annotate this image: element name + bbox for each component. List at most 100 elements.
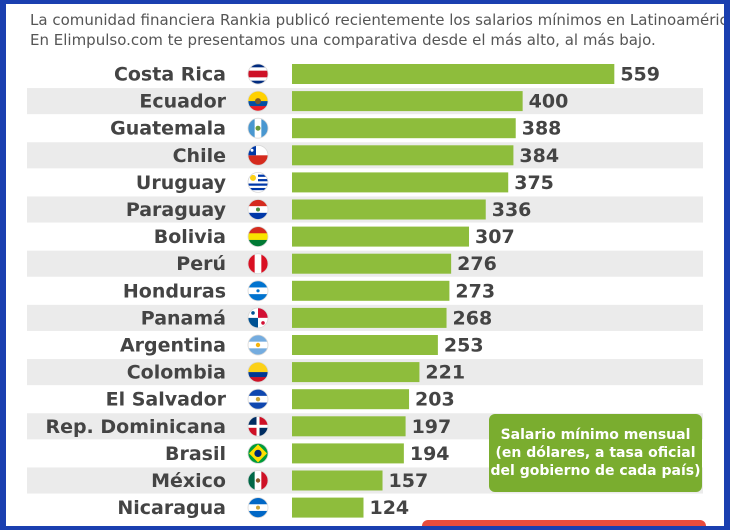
flag-star [261,321,265,325]
chart-row: Uruguay 375 [136,172,554,194]
data-label: 388 [522,118,562,140]
mexico-flag-icon [248,470,268,491]
flag-band [261,253,268,274]
flag-emblem [256,505,260,510]
flag-band [248,80,268,84]
bar [292,416,406,437]
flag-band [248,67,268,71]
flag-star [256,289,260,293]
nicaragua-flag-icon [248,497,268,518]
data-label: 276 [457,253,497,275]
category-label: Ecuador [139,91,226,113]
bolivia-flag-icon [248,226,268,247]
flag-band [248,77,268,81]
data-label: 253 [444,335,484,357]
flag-ring [247,388,269,410]
data-label: 273 [455,280,495,302]
flag-emblem [255,478,261,483]
intro-text: La comunidad financiera Rankia publicó r… [30,10,724,50]
flag-quarter [258,426,268,437]
flag-quarter [258,307,268,318]
flag-band [248,64,268,68]
bar [292,389,410,410]
flag-cross [248,424,268,428]
flag-band [248,362,268,373]
flag-emblem [255,98,261,105]
legend-note: Salario mínimo mensual (en dólares, a ta… [489,414,702,492]
chile-flag-icon [248,145,268,166]
bottom-accent-bar [422,520,706,526]
dominican-republic-flag-icon [248,416,268,437]
chart-row: El Salvador 203 [106,389,455,411]
chart-row: Nicaragua 124 [117,497,409,519]
category-label: Guatemala [110,118,226,140]
flag-band [248,70,268,78]
flag-band [248,377,268,383]
flag-band [261,470,268,491]
flag-band [248,470,255,491]
flag-band [248,226,268,234]
flag-band [248,187,268,191]
intro-line-2: En Elimpulso.com te presentamos una comp… [30,31,656,49]
flag-ring [247,442,269,464]
data-label: 268 [453,307,493,329]
category-label: Nicaragua [117,497,226,519]
data-label: 197 [412,416,452,438]
chart-row: Argentina 253 [120,335,484,357]
category-label: Bolivia [154,226,226,248]
bar [292,145,514,166]
el-salvador-flag-icon [248,389,268,410]
data-label: 203 [415,389,455,411]
category-label: México [151,470,226,492]
category-label: El Salvador [106,389,227,411]
chart-row: Costa Rica 559 [114,64,660,86]
chart-row: Paraguay 336 [27,196,703,223]
bar [292,443,404,464]
paraguay-flag-icon [248,199,268,220]
flag-band [248,106,268,112]
data-label: 157 [389,470,429,492]
category-label: Costa Rica [114,64,226,86]
category-label: Brasil [165,443,226,465]
flag-sun [255,342,261,348]
bar [292,497,364,518]
flag-ring [247,253,269,275]
data-label: 400 [529,91,569,113]
infographic-frame: La comunidad financiera Rankia publicó r… [6,4,724,526]
flag-band [248,233,268,241]
bar [292,307,447,328]
flag-band [248,155,268,166]
flag-quarter [258,416,268,427]
flag-ring [247,334,269,356]
flag-band [248,280,268,288]
flag-quarter [248,426,258,437]
chart-row: Bolivia 307 [154,226,515,248]
costa-rica-flag-icon [248,64,268,84]
flag-quarter [248,317,258,328]
panama-flag-icon [248,307,268,328]
bar [292,118,516,139]
flag-ring [247,497,269,519]
category-label: Rep. Dominicana [45,416,226,438]
data-label: 307 [475,226,515,248]
flag-band [248,199,268,207]
uruguay-flag-icon [248,172,268,193]
chart-row: Colombia 221 [27,359,703,386]
flag-band [248,335,268,342]
bar [292,335,438,355]
legend-note-line-3: del gobierno de cada país) [490,463,701,479]
chart-row: Perú 276 [27,250,703,277]
flag-globe [254,449,262,457]
flag-band [248,212,268,220]
bar [292,172,509,193]
peru-flag-icon [248,253,268,274]
chart-row: Chile 384 [27,142,703,169]
chart-row: Guatemala 388 [110,118,561,140]
flag-band [248,91,268,102]
colombia-flag-icon [248,362,268,383]
flag-band [248,294,268,301]
legend-note-line-1: Salario mínimo mensual [500,427,691,443]
flag-ring [247,470,269,491]
chart-row: Brasil 194 [165,443,450,465]
flag-band [248,190,268,193]
